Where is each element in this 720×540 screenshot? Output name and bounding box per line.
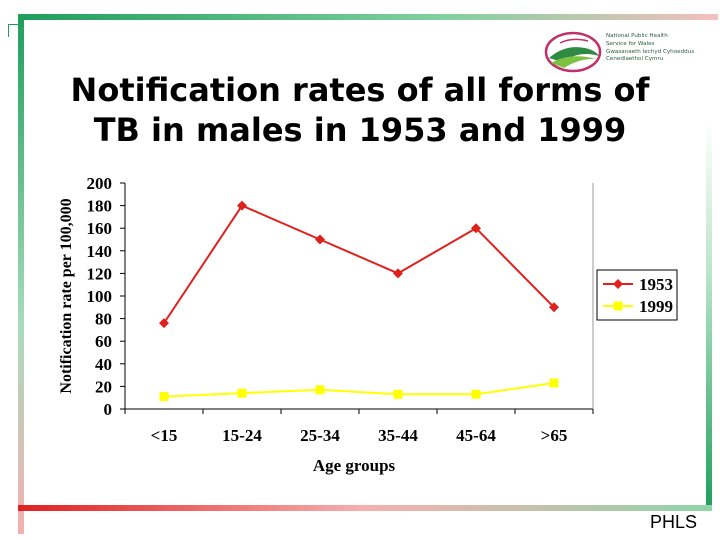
data-point-1999 [393,389,403,399]
y-tick-label: 120 [87,264,113,283]
y-tick-label: 60 [95,332,112,351]
y-tick-label: 40 [95,355,112,374]
y-tick-label: 200 [87,174,113,193]
y-tick-label: 100 [87,287,113,306]
top-border-bar [18,14,718,20]
legend-label-1953: 1953 [639,275,673,294]
title-line-1: Notification rates of all forms of [70,71,650,109]
data-point-1953 [237,200,247,211]
x-axis-title: Age groups [313,456,396,475]
logo-line: National Public Health [606,33,668,39]
data-point-1999 [159,392,169,402]
bottom-border-bar [18,505,712,511]
logo-line: Service for Wales [606,40,655,47]
y-axis-title: Notification rate per 100,000 [58,198,75,393]
slide-title: Notification rates of all forms of TB in… [40,70,680,150]
y-tick-label: 140 [87,242,113,261]
left-border-bar [18,14,24,534]
x-tick-label: 45-64 [456,426,496,445]
right-border-bar [706,120,712,510]
title-line-2: TB in males in 1953 and 1999 [93,111,627,149]
legend-marker-1953 [613,279,623,289]
x-tick-label: 15-24 [222,426,262,445]
data-point-1953 [315,234,325,245]
x-tick-label: >65 [541,426,568,445]
logo-line: Gwasanaeth Iechyd Cyhoeddus [606,48,695,55]
x-tick-label: 25-34 [300,426,340,445]
legend-label-1999: 1999 [639,297,673,316]
series-line-1999 [163,382,555,398]
footer-label: PHLS [650,512,698,532]
legend-box [596,269,678,321]
data-point-1999 [549,378,559,388]
data-point-1953 [159,318,169,329]
data-point-1999 [471,389,481,399]
y-tick-label: 20 [95,377,112,396]
corner-bracket [8,24,19,37]
series-line-1953 [163,204,555,324]
logo-text: National Public Health Service for Wales… [606,33,694,64]
y-tick-label: 80 [95,310,112,329]
data-point-1953 [471,223,481,234]
data-point-1953 [393,268,403,279]
y-tick-label: 0 [104,400,113,419]
y-tick-label: 160 [87,219,113,238]
legend-marker-1999 [613,301,623,311]
x-tick-label: 35-44 [378,426,418,445]
nphs-wales-logo [544,31,602,73]
x-tick-label: <15 [151,426,178,445]
data-point-1999 [237,388,247,398]
logo-line: Cenedlaethol Cymru [606,56,664,63]
data-point-1953 [549,302,559,313]
y-tick-label: 180 [87,197,113,216]
data-point-1999 [315,385,325,395]
